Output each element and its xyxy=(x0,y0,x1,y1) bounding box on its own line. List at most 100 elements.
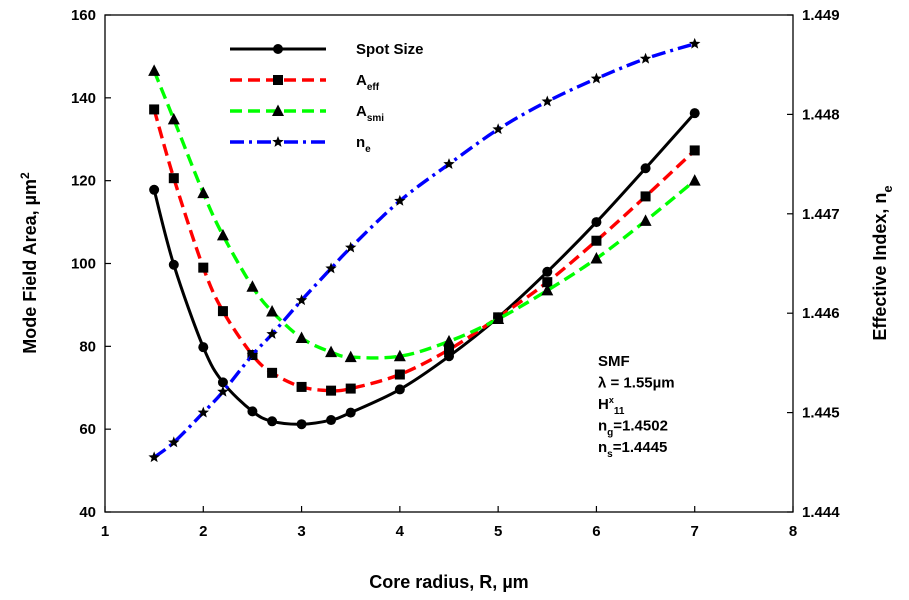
data-point xyxy=(443,158,455,169)
data-point xyxy=(168,259,179,270)
data-point xyxy=(266,328,278,339)
x-axis-title: Core radius, R, µm xyxy=(369,572,528,592)
x-tick-label: 7 xyxy=(691,523,699,540)
data-point xyxy=(167,112,180,125)
data-point xyxy=(326,385,337,396)
annotation-line: ns=1.4445 xyxy=(598,439,667,460)
y-right-tick-label: 1.447 xyxy=(802,206,840,223)
data-point xyxy=(217,306,228,317)
series-2 xyxy=(149,104,700,396)
x-tick-label: 6 xyxy=(592,523,600,540)
data-point xyxy=(689,145,700,156)
series-line xyxy=(152,70,696,360)
y-axis-right: 1.444 1.445 1.446 1.447 1.448 1.449 xyxy=(787,7,840,521)
data-point xyxy=(492,123,504,135)
x-tick-label: 3 xyxy=(297,523,305,540)
annotation-line: λ = 1.55µm xyxy=(598,375,675,392)
data-point xyxy=(217,385,229,397)
legend-label: Asmi xyxy=(356,103,384,124)
annotation-line: Hx11 xyxy=(598,395,625,417)
legend-marker xyxy=(272,136,284,147)
y-right-tick-label: 1.448 xyxy=(802,106,840,123)
y-right-tick-label: 1.444 xyxy=(802,504,840,521)
data-point xyxy=(393,349,406,362)
y-left-tick-label: 160 xyxy=(71,7,96,24)
data-point xyxy=(541,95,553,107)
y-left-tick-label: 100 xyxy=(71,256,96,273)
data-point xyxy=(394,194,406,206)
data-point xyxy=(345,241,357,253)
data-point xyxy=(640,191,651,202)
y-left-tick-label: 40 xyxy=(79,504,96,521)
x-tick-label: 2 xyxy=(199,523,207,540)
data-point xyxy=(591,217,602,228)
data-point xyxy=(267,367,278,378)
data-point xyxy=(296,419,307,430)
series-line xyxy=(152,108,696,393)
data-point xyxy=(267,416,278,427)
data-point xyxy=(216,228,229,241)
data-point xyxy=(168,436,180,448)
legend-label: ne xyxy=(356,134,371,155)
y-left-tick-label: 140 xyxy=(71,90,96,107)
data-point xyxy=(296,381,307,392)
data-point xyxy=(541,283,554,296)
data-point xyxy=(542,266,553,277)
data-point xyxy=(326,415,337,426)
y-axis-left: 40 60 80 100 120 140 160 xyxy=(71,7,111,521)
legend-label: Aeff xyxy=(356,72,380,93)
data-point xyxy=(639,52,652,64)
y-axis-right-title: Effective Index, ne xyxy=(870,185,895,340)
data-point xyxy=(197,186,210,199)
legend-marker xyxy=(272,104,284,116)
data-point xyxy=(344,350,357,363)
data-point xyxy=(295,294,308,306)
data-point xyxy=(590,72,603,84)
data-point xyxy=(689,108,700,119)
data-point xyxy=(443,334,455,347)
data-point xyxy=(394,369,405,380)
y-left-tick-label: 80 xyxy=(79,338,96,355)
y-right-tick-label: 1.449 xyxy=(802,7,840,24)
data-point xyxy=(688,174,701,186)
series-4 xyxy=(148,37,701,463)
y-left-tick-label: 60 xyxy=(79,421,96,438)
data-point xyxy=(640,163,651,174)
data-point xyxy=(492,312,505,324)
data-point xyxy=(168,173,179,184)
series-3 xyxy=(148,64,701,363)
data-point xyxy=(198,262,209,273)
data-point xyxy=(246,348,259,360)
annotation-line: ng=1.4502 xyxy=(598,418,668,439)
x-tick-label: 4 xyxy=(396,523,405,540)
data-point xyxy=(149,104,160,115)
legend: Spot Size Aeff Asmi ne xyxy=(230,41,424,155)
series-line xyxy=(153,42,696,459)
data-point xyxy=(148,451,160,463)
y-left-tick-label: 120 xyxy=(71,173,96,190)
legend-item: ne xyxy=(230,134,371,155)
data-point xyxy=(590,252,603,264)
data-point xyxy=(345,407,356,418)
y-right-tick-label: 1.445 xyxy=(802,405,840,422)
data-point xyxy=(591,235,602,246)
data-point xyxy=(689,37,701,49)
data-point xyxy=(295,331,308,344)
legend-item: Aeff xyxy=(230,72,380,93)
data-point xyxy=(639,214,652,226)
legend-marker xyxy=(273,44,283,54)
data-point xyxy=(345,383,356,394)
legend-marker xyxy=(273,75,283,85)
data-point xyxy=(542,277,553,288)
data-point xyxy=(149,184,160,195)
data-point xyxy=(246,280,259,292)
data-point xyxy=(394,384,405,395)
series-1 xyxy=(149,108,700,430)
data-point xyxy=(266,305,279,317)
series-layer xyxy=(148,37,701,463)
x-tick-label: 8 xyxy=(789,523,797,540)
legend-label: Spot Size xyxy=(356,41,424,58)
data-point xyxy=(148,64,161,76)
